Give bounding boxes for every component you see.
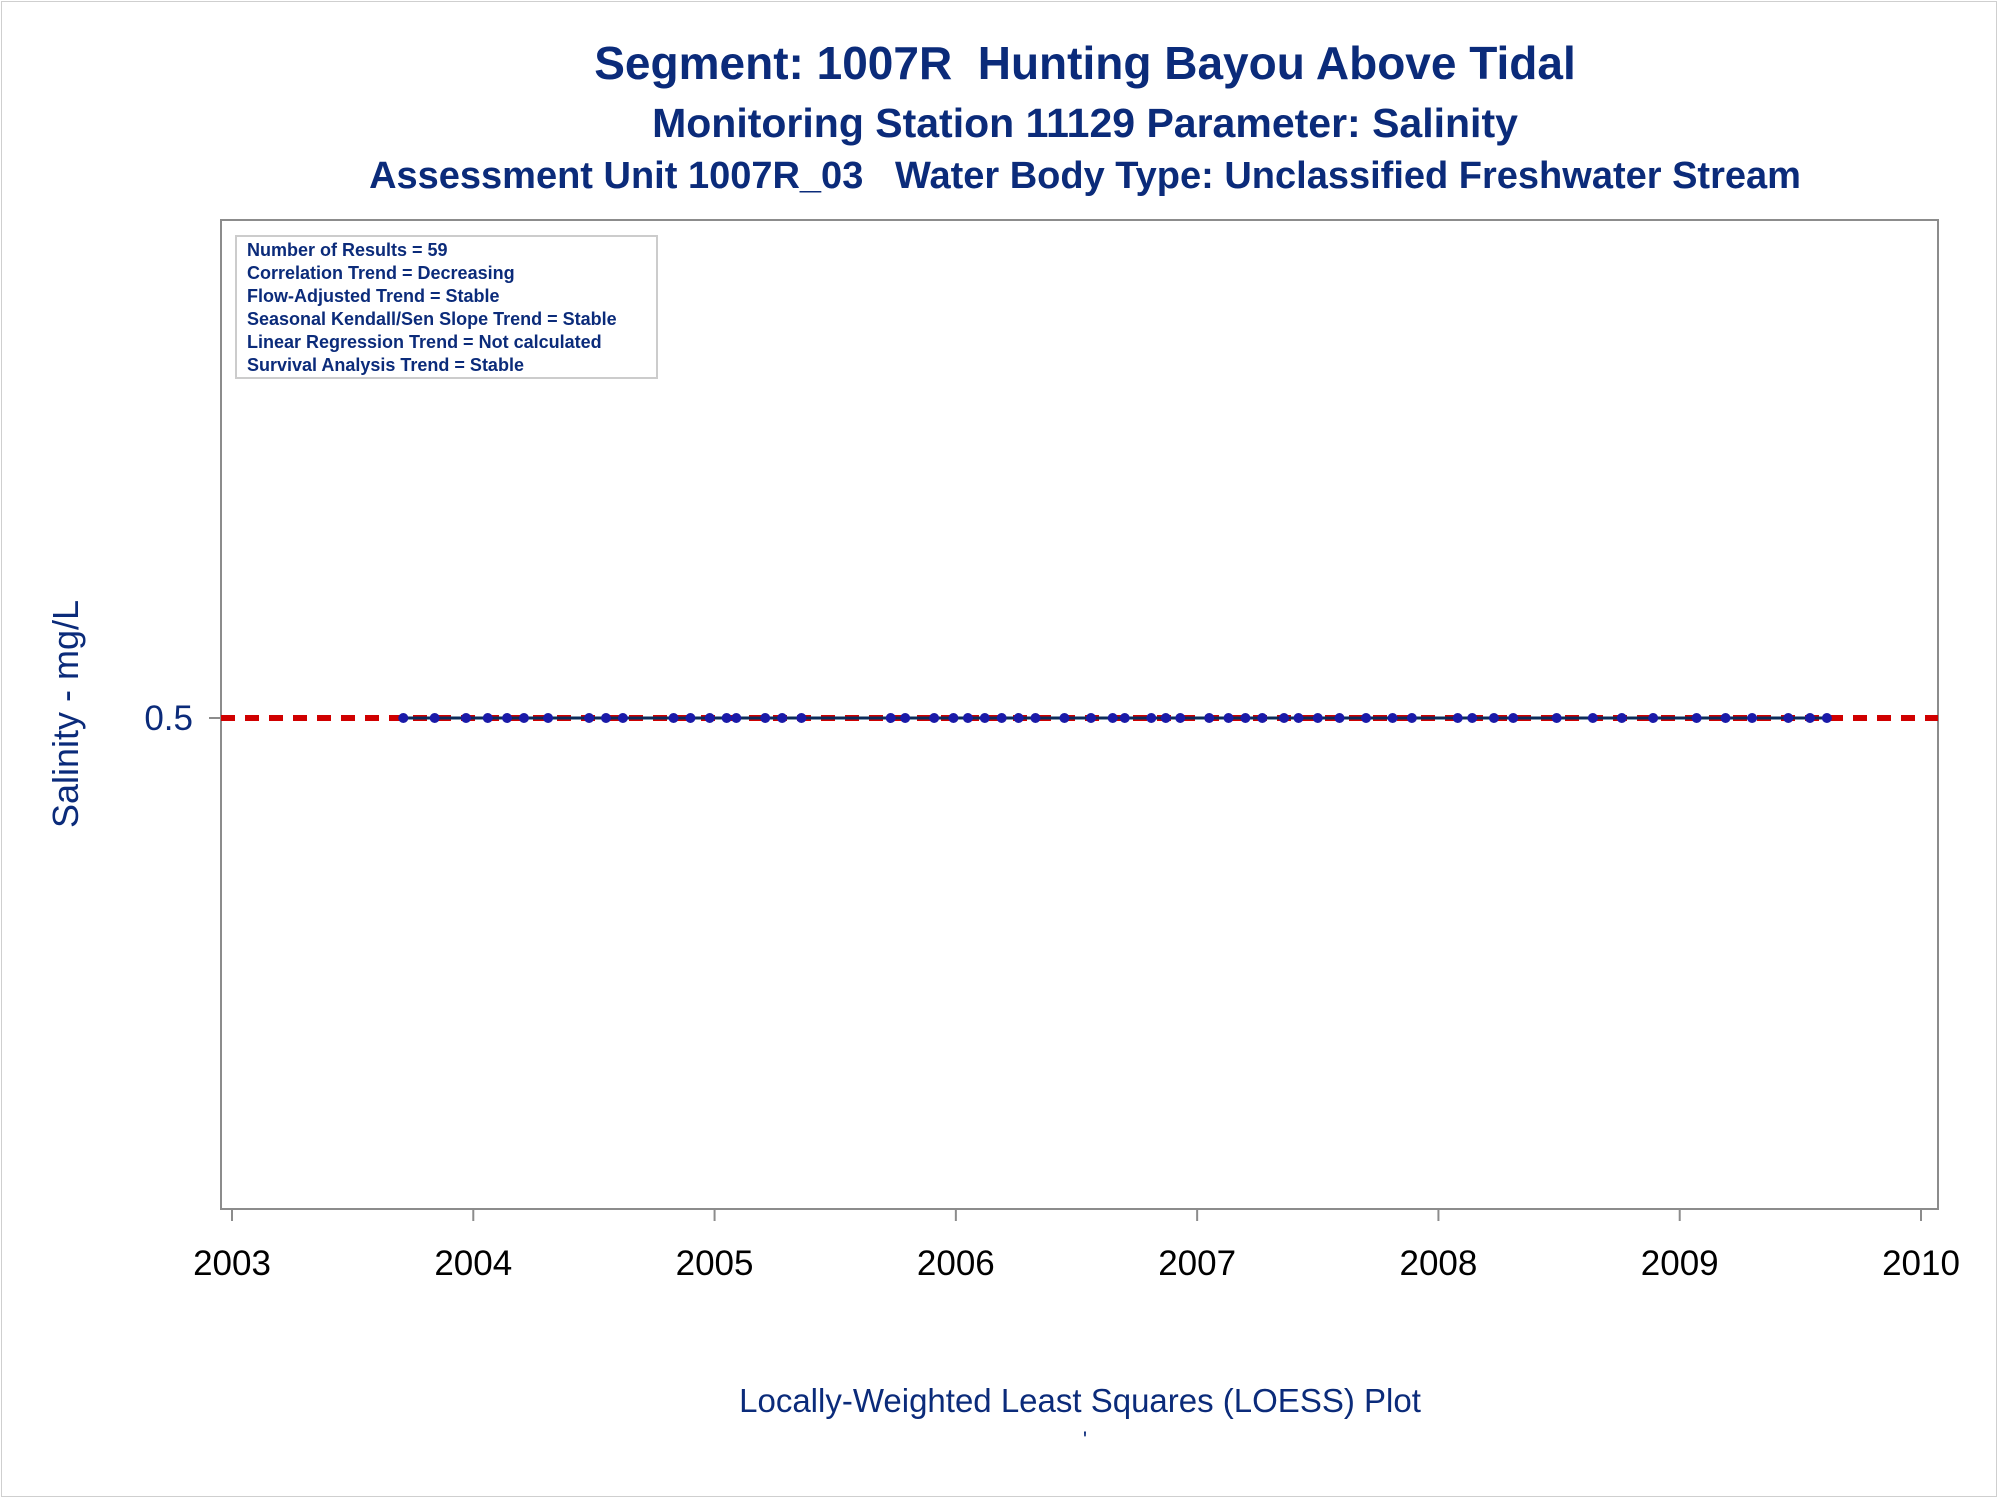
data-point	[1691, 713, 1702, 723]
y-axis-label: Salinity - mg/L	[45, 600, 86, 828]
chart-subtitle-2: Assessment Unit 1007R_03 Water Body Type…	[369, 155, 1801, 197]
data-point	[584, 713, 595, 723]
x-tick-label: 2007	[1158, 1244, 1236, 1283]
data-point	[1467, 713, 1478, 723]
y-axis: 0.5	[144, 699, 221, 738]
data-point	[1334, 713, 1345, 723]
data-point	[948, 713, 959, 723]
data-point	[1508, 713, 1519, 723]
data-point	[1747, 713, 1758, 723]
x-tick-label: 2006	[917, 1244, 995, 1283]
data-point	[796, 713, 807, 723]
data-point	[1175, 713, 1186, 723]
data-point	[1587, 713, 1598, 723]
stats-line: Correlation Trend = Decreasing	[247, 263, 515, 283]
data-point	[1783, 713, 1794, 723]
stats-line: Flow-Adjusted Trend = Stable	[247, 286, 500, 306]
data-point	[1107, 713, 1118, 723]
stats-line: Linear Regression Trend = Not calculated	[247, 332, 602, 352]
data-point	[1257, 713, 1268, 723]
data-point	[1160, 713, 1171, 723]
data-point	[1240, 713, 1251, 723]
data-point	[704, 713, 715, 723]
stats-line: Survival Analysis Trend = Stable	[247, 355, 524, 375]
data-point	[1119, 713, 1130, 723]
data-point	[731, 713, 742, 723]
data-point	[502, 713, 513, 723]
data-point	[398, 713, 409, 723]
footnote-mark: '	[1083, 1427, 1087, 1452]
x-tick-label: 2008	[1399, 1244, 1477, 1283]
x-axis-label: Locally-Weighted Least Squares (LOESS) P…	[739, 1382, 1421, 1419]
data-point	[1387, 713, 1398, 723]
data-point	[1406, 713, 1417, 723]
data-point	[1059, 713, 1070, 723]
data-point	[685, 713, 696, 723]
data-point	[518, 713, 529, 723]
data-point	[929, 713, 940, 723]
data-point	[1648, 713, 1659, 723]
data-point	[1146, 713, 1157, 723]
data-point	[1223, 713, 1234, 723]
chart-subtitle: Monitoring Station 11129 Parameter: Sali…	[652, 100, 1518, 146]
series-group	[398, 713, 1832, 723]
data-point	[1030, 713, 1041, 723]
x-tick-label: 2009	[1641, 1244, 1719, 1283]
x-tick-label: 2010	[1882, 1244, 1960, 1283]
data-point	[1312, 713, 1323, 723]
stats-line: Seasonal Kendall/Sen Slope Trend = Stabl…	[247, 309, 617, 329]
data-point	[979, 713, 990, 723]
data-point	[885, 713, 896, 723]
data-point	[429, 713, 440, 723]
x-tick-label: 2003	[193, 1244, 271, 1283]
data-point	[721, 713, 732, 723]
data-point	[543, 713, 554, 723]
data-point	[1279, 713, 1290, 723]
data-point	[668, 713, 679, 723]
data-point	[777, 713, 788, 723]
data-point	[461, 713, 472, 723]
data-point	[1488, 713, 1499, 723]
data-point	[1551, 713, 1562, 723]
x-tick-label: 2005	[676, 1244, 754, 1283]
data-point	[1720, 713, 1731, 723]
stats-line: Number of Results = 59	[247, 240, 448, 260]
data-point	[600, 713, 611, 723]
data-point	[1013, 713, 1024, 723]
data-point	[482, 713, 493, 723]
data-point	[1616, 713, 1627, 723]
x-axis: 2003 2004 2005 2006 2007 2008 2009 2010	[193, 1209, 1960, 1283]
data-point	[1821, 713, 1832, 723]
plot-area	[220, 219, 1939, 1210]
data-point	[1293, 713, 1304, 723]
data-point	[900, 713, 911, 723]
data-point	[962, 713, 973, 723]
data-point	[1204, 713, 1215, 723]
data-point	[617, 713, 628, 723]
chart-title: Segment: 1007R Hunting Bayou Above Tidal	[594, 37, 1576, 89]
x-tick-label: 2004	[434, 1244, 512, 1283]
data-point	[1085, 713, 1096, 723]
stats-box-border	[235, 235, 658, 379]
data-point	[1361, 713, 1372, 723]
data-point	[1452, 713, 1463, 723]
data-point	[760, 713, 771, 723]
stats-box: Number of Results = 59 Correlation Trend …	[235, 235, 658, 379]
y-tick-label: 0.5	[144, 699, 193, 738]
data-point	[1805, 713, 1816, 723]
data-point	[996, 713, 1007, 723]
